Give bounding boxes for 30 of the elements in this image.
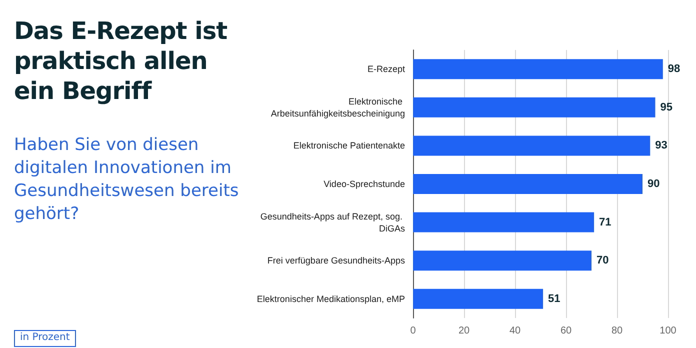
- x-tick-label: 80: [611, 326, 623, 336]
- data-label: 93: [655, 140, 668, 152]
- y-tick-label: Elektronische Arbeitsunfähigkeitsbescheinigung: [270, 96, 405, 118]
- y-tick-label: Frei verfügbare Gesundheits-Apps: [267, 256, 406, 266]
- bar: [413, 288, 544, 309]
- data-label: 71: [599, 216, 612, 228]
- bar: [413, 250, 592, 271]
- text: in Prozent: [14, 330, 76, 347]
- bar: [413, 136, 650, 156]
- y-tick-label: Elektronische Patientenakte: [293, 140, 405, 151]
- x-tick-label: 40: [509, 326, 521, 336]
- data-label: 98: [668, 63, 680, 76]
- bar: [413, 97, 656, 118]
- data-label: 90: [648, 178, 660, 190]
- y-tick-label: Gesundheits-Apps auf Rezept, sog. DiGAs: [260, 211, 406, 234]
- y-tick-label: E-Rezept: [367, 64, 406, 74]
- y-tick-label: Video-Sprechstunde: [324, 179, 405, 189]
- text: Das E-Rezept ist praktisch allen ein Begriff: [14, 16, 228, 106]
- x-tick-label: 20: [458, 326, 470, 336]
- bar: [413, 212, 594, 232]
- bar: [413, 174, 642, 194]
- data-label: 51: [548, 292, 560, 305]
- x-tick-label: 100: [660, 326, 677, 336]
- x-tick-label: 60: [560, 326, 572, 336]
- data-label: 70: [596, 254, 609, 267]
- x-tick-label: 0: [410, 326, 416, 336]
- bar: [413, 59, 663, 80]
- data-label: 95: [660, 101, 672, 114]
- y-tick-label: Elektronischer Medikationsplan, eMP: [256, 294, 405, 304]
- text: Haben Sie von diesen digitalen Innovationen im Gesundheitswesen bereits gehört?: [14, 135, 239, 224]
